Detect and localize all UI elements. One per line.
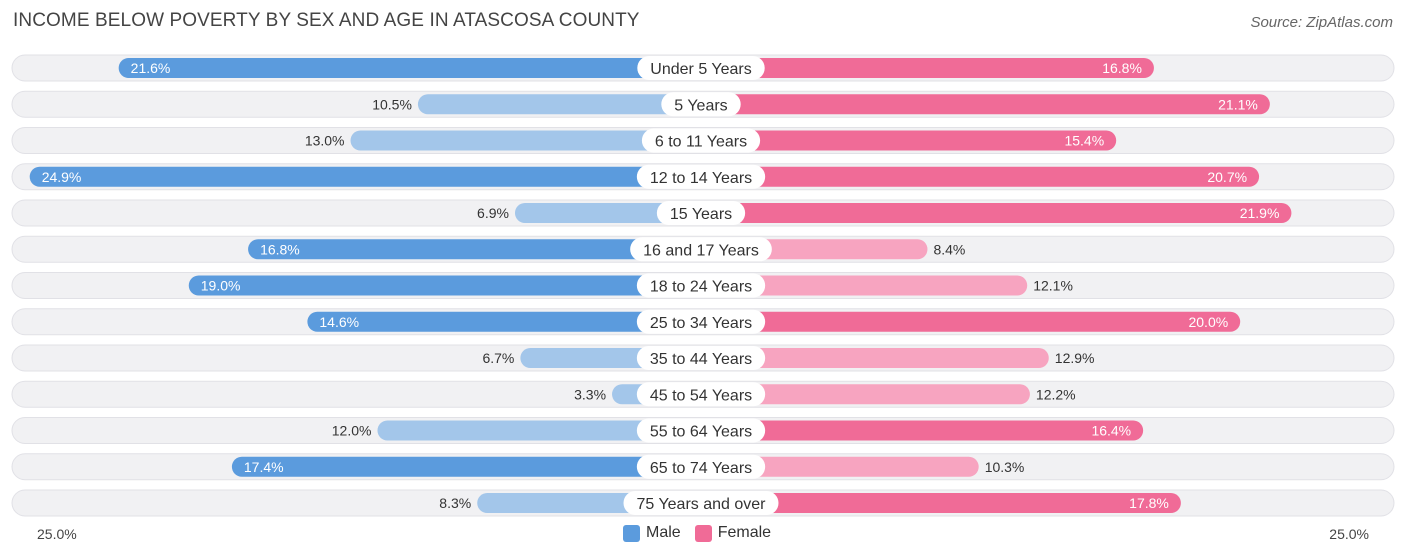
value-label-male: 19.0% [201, 278, 241, 294]
value-label-female: 12.2% [1036, 386, 1076, 402]
category-pill [636, 164, 766, 189]
value-label-male: 8.3% [439, 495, 471, 511]
category-pill [656, 201, 746, 225]
bar-female [701, 456, 979, 477]
category-label: 45 to 54 Years [650, 387, 752, 404]
legend-item-female: Female [694, 524, 772, 542]
bar-male [231, 456, 701, 477]
value-label-male: 10.5% [372, 96, 412, 112]
value-label-male: 6.7% [482, 350, 514, 366]
value-label-female: 20.0% [1188, 314, 1228, 330]
category-label: 18 to 24 Years [650, 279, 752, 296]
category-pill [661, 92, 741, 117]
value-label-female: 16.4% [1091, 423, 1131, 439]
bar-female [701, 203, 1292, 223]
category-label: 35 to 44 Years [650, 351, 752, 368]
bar-male [417, 94, 701, 115]
bar-female [701, 493, 1181, 513]
value-label-female: 21.1% [1218, 96, 1258, 112]
category-pill [636, 309, 766, 334]
bar-male [514, 203, 701, 223]
bar-female [701, 94, 1270, 115]
category-label: 15 Years [670, 206, 732, 223]
value-label-male: 3.3% [574, 386, 606, 402]
chart-title: INCOME BELOW POVERTY BY SEX AND AGE IN A… [13, 10, 640, 31]
value-label-male: 14.6% [319, 314, 359, 330]
bar-male [350, 130, 701, 151]
value-label-female: 10.3% [985, 459, 1025, 475]
axis-label-right: 25.0% [1329, 526, 1369, 542]
category-label: 25 to 34 Years [650, 315, 752, 332]
value-label-female: 15.4% [1064, 133, 1104, 149]
category-pill [636, 454, 766, 479]
category-pill [641, 128, 761, 153]
category-pill [623, 491, 779, 515]
category-label: 75 Years and over [637, 496, 767, 513]
legend-swatch-female [694, 524, 712, 542]
value-label-female: 16.8% [1102, 60, 1142, 76]
value-label-male: 24.9% [42, 169, 82, 185]
bar-female [701, 130, 1117, 151]
value-label-male: 21.6% [131, 60, 171, 76]
bar-female [701, 166, 1260, 187]
legend-swatch-male [623, 524, 640, 542]
legend: Male Female [623, 524, 785, 542]
legend-label-male: Male [646, 524, 681, 541]
bar-female [701, 311, 1241, 332]
category-pill [637, 56, 765, 80]
chart-source: Source: ZipAtlas.com [1250, 14, 1393, 31]
category-label: 6 to 11 Years [655, 134, 747, 151]
chart-plot: 21.6% 16.8% Under 5 Years 10.5% 21.1% 5 Years… [11, 54, 1395, 517]
category-label: 5 Years [674, 97, 727, 114]
bar-female [701, 348, 1049, 368]
value-label-female: 8.4% [933, 241, 965, 257]
value-label-female: 21.9% [1240, 205, 1280, 221]
category-label: 55 to 64 Years [650, 424, 752, 441]
category-pill [636, 346, 766, 370]
bar-female [701, 58, 1154, 78]
value-label-male: 6.9% [477, 205, 509, 221]
value-label-female: 12.1% [1033, 278, 1073, 294]
legend-label-female: Female [717, 524, 772, 541]
value-label-female: 17.8% [1129, 495, 1169, 511]
value-label-female: 20.7% [1207, 169, 1247, 185]
value-label-female: 12.9% [1055, 350, 1095, 366]
category-pill [636, 418, 766, 443]
category-pill [636, 382, 766, 407]
category-label: 16 and 17 Years [643, 242, 759, 259]
legend-item-male: Male [623, 524, 681, 542]
bar-female [701, 384, 1030, 405]
bar-male [248, 239, 701, 260]
value-label-male: 17.4% [244, 459, 284, 475]
axis-label-left: 25.0% [37, 526, 77, 542]
value-label-male: 16.8% [260, 241, 300, 257]
bar-male [377, 420, 701, 441]
bar-male [188, 275, 701, 296]
bar-male [118, 58, 701, 78]
category-label: 65 to 74 Years [650, 460, 752, 477]
category-label: Under 5 Years [650, 61, 751, 78]
bar-male [307, 311, 701, 332]
category-label: 12 to 14 Years [650, 170, 752, 187]
value-label-male: 12.0% [332, 423, 372, 439]
bar-female [701, 420, 1144, 441]
bar-male [29, 166, 702, 187]
category-pill [630, 237, 772, 262]
value-label-male: 13.0% [305, 133, 345, 149]
category-pill [636, 273, 766, 298]
bar-female [701, 275, 1028, 296]
